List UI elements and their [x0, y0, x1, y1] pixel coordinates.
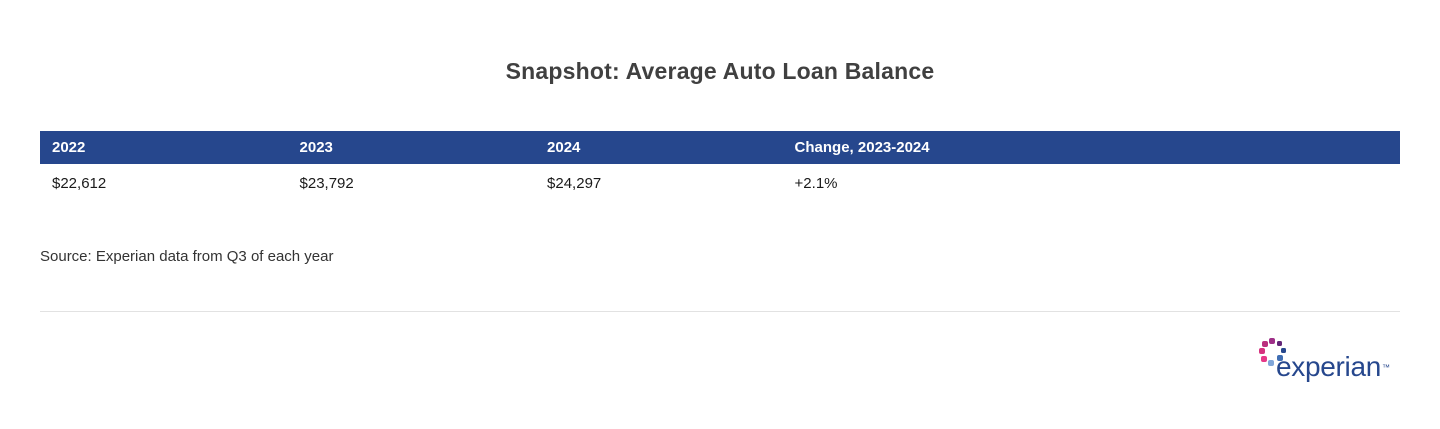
- column-header-change: Change, 2023-2024: [782, 131, 1400, 164]
- cell-balance-2023: $23,792: [287, 164, 536, 202]
- footer: experian™: [40, 338, 1400, 381]
- experian-dots-icon: [1258, 338, 1286, 366]
- table-header-row: 2022 2023 2024 Change, 2023-2024: [40, 131, 1400, 164]
- column-header-2023: 2023: [287, 131, 536, 164]
- content-area: Snapshot: Average Auto Loan Balance 2022…: [40, 58, 1400, 381]
- trademark-symbol: ™: [1382, 362, 1390, 372]
- experian-wordmark: experian: [1275, 351, 1381, 382]
- column-header-2024: 2024: [535, 131, 783, 164]
- cell-balance-2022: $22,612: [40, 164, 288, 202]
- experian-logo: experian™: [1258, 338, 1390, 381]
- table-row: $22,612 $23,792 $24,297 +2.1%: [40, 164, 1400, 202]
- cell-balance-2024: $24,297: [535, 164, 783, 202]
- auto-loan-balance-table: 2022 2023 2024 Change, 2023-2024 $22,612…: [40, 131, 1400, 202]
- source-note: Source: Experian data from Q3 of each ye…: [40, 248, 334, 265]
- cell-change: +2.1%: [782, 164, 1400, 202]
- page-title: Snapshot: Average Auto Loan Balance: [505, 58, 935, 84]
- column-header-2022: 2022: [40, 131, 288, 164]
- divider: [40, 311, 1400, 312]
